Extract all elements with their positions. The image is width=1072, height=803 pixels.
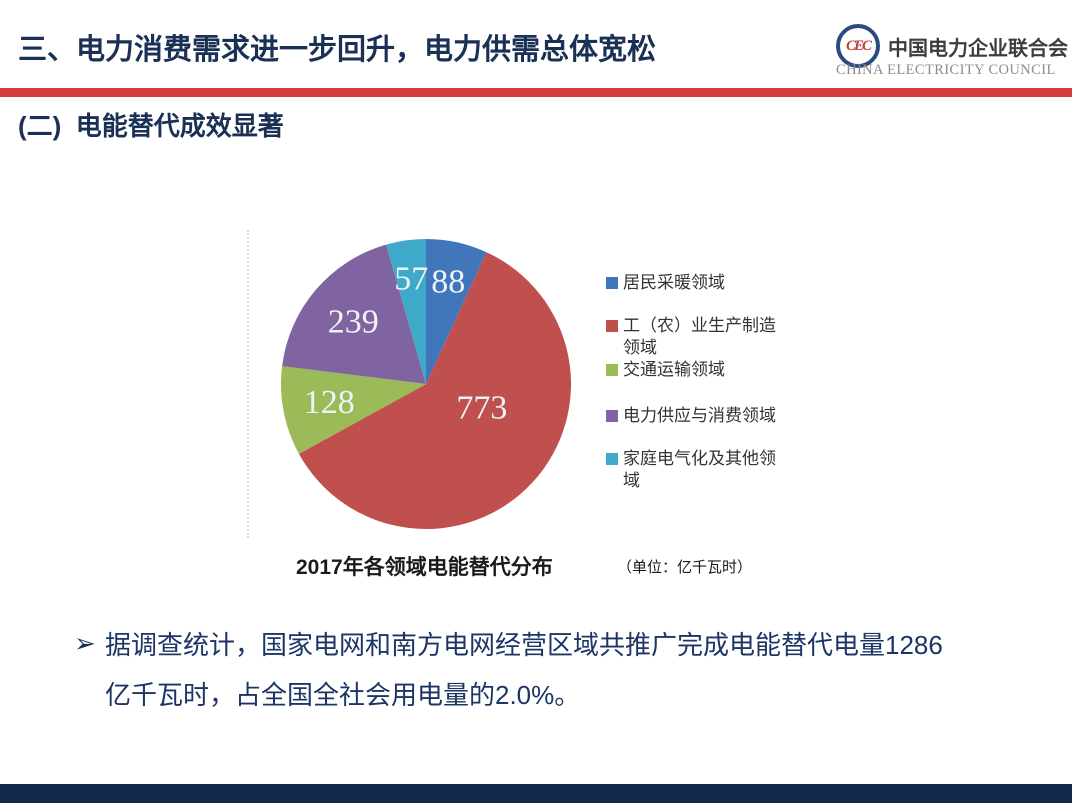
legend-item-2: 交通运输领域	[606, 359, 782, 381]
legend-swatch-icon	[606, 453, 618, 465]
pie-data-label-3: 239	[328, 303, 379, 340]
bullet-line-2: 亿千瓦时，占全国全社会用电量的2.0%。	[105, 680, 581, 710]
legend-label: 家庭电气化及其他领域	[623, 449, 776, 490]
chart-legend: 居民采暖领域工（农）业生产制造领域交通运输领域电力供应与消费领域家庭电气化及其他…	[606, 272, 782, 490]
pie-data-label-1: 773	[456, 390, 507, 427]
section-title: (二) 电能替代成效显著	[18, 111, 284, 141]
legend-label: 电力供应与消费领域	[623, 406, 776, 425]
bullet-paragraph: 据调查统计，国家电网和南方电网经营区域共推广完成电能替代电量1286 亿千瓦时，…	[105, 620, 1015, 720]
cec-logo-name-en: CHINA ELECTRICITY COUNCIL	[836, 62, 1056, 78]
bullet-arrow-icon: ➢	[74, 628, 96, 658]
pie-chart: 88 773 128 239 57	[280, 239, 572, 530]
page-title: 三、电力消费需求进一步回升，电力供需总体宽松	[18, 34, 657, 66]
pie-slice-3	[282, 244, 426, 384]
bullet-line-1: 据调查统计，国家电网和南方电网经营区域共推广完成电能替代电量1286	[105, 630, 943, 660]
cec-logo-monogram: CEC	[845, 37, 872, 54]
legend-item-4: 家庭电气化及其他领域	[606, 448, 782, 492]
pie-data-label-2: 128	[304, 384, 355, 421]
legend-swatch-icon	[606, 320, 618, 332]
legend-swatch-icon	[606, 277, 618, 289]
pie-slice-1	[298, 252, 572, 530]
header-divider	[0, 88, 1072, 97]
pie-data-label-0: 88	[431, 264, 465, 301]
legend-label: 工（农）业生产制造领域	[623, 316, 776, 357]
cec-logo-name-cn: 中国电力企业联合会	[888, 38, 1068, 60]
legend-label: 居民采暖领域	[623, 273, 725, 292]
chart-guide-dotted-line	[247, 230, 249, 538]
legend-swatch-icon	[606, 410, 618, 422]
cec-logo: CEC 中国电力企业联合会 CHINA ELECTRICITY COUNCIL	[836, 22, 1068, 82]
chart-unit-label: （单位：亿千瓦时）	[617, 559, 753, 576]
pie-slice-0	[426, 239, 487, 384]
pie-slice-4	[386, 239, 426, 384]
legend-item-3: 电力供应与消费领域	[606, 405, 782, 427]
legend-label: 交通运输领域	[623, 360, 725, 379]
legend-item-1: 工（农）业生产制造领域	[606, 315, 782, 359]
legend-swatch-icon	[606, 364, 618, 376]
legend-item-0: 居民采暖领域	[606, 272, 782, 294]
pie-data-label-4: 57	[394, 261, 428, 298]
footer-bar	[0, 784, 1072, 803]
cec-logo-emblem-icon: CEC	[836, 24, 880, 68]
pie-slice-2	[280, 366, 426, 454]
chart-title: 2017年各领域电能替代分布	[296, 556, 553, 579]
